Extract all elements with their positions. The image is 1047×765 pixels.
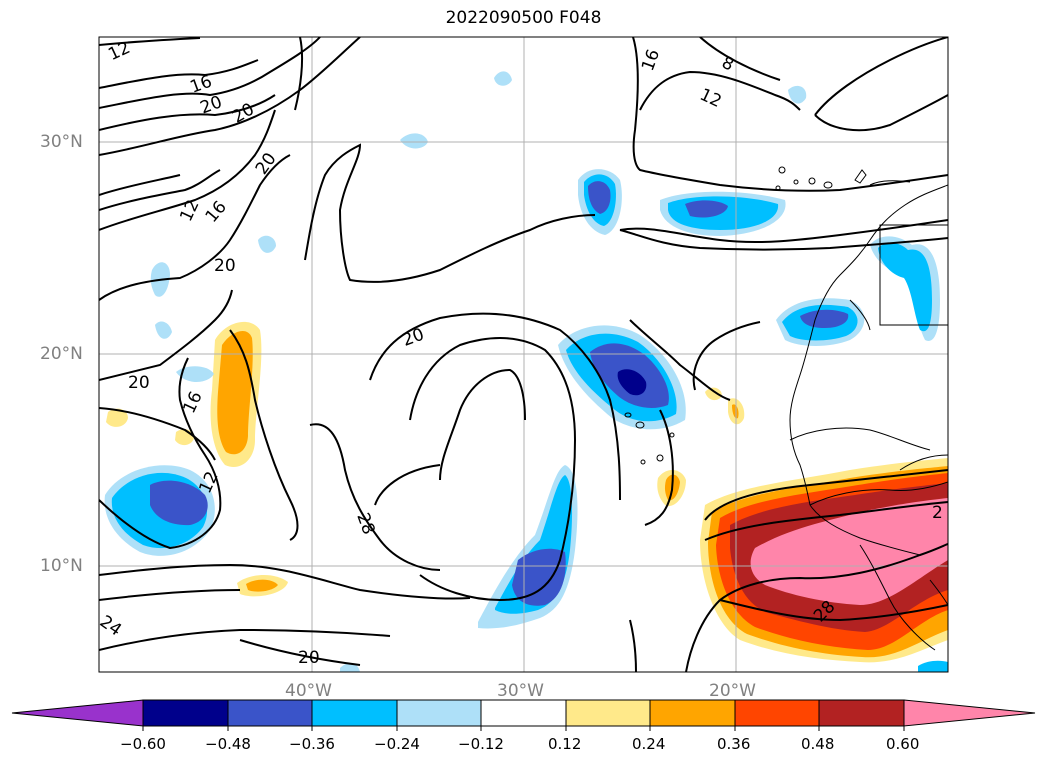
contour-label: 12 bbox=[176, 197, 203, 225]
negative-anomaly-regions bbox=[104, 71, 948, 672]
coastlines bbox=[789, 180, 948, 651]
contour-label: 12 bbox=[696, 85, 724, 112]
colorbar-tick-label: 0.24 bbox=[632, 735, 666, 753]
colorbar-ticks bbox=[142, 726, 905, 731]
colorbar-tick-label: −0.48 bbox=[205, 735, 251, 753]
contour-label: 20 bbox=[128, 373, 150, 393]
colorbar-tick-label: 0.12 bbox=[548, 735, 582, 753]
contour-label: 16 bbox=[202, 197, 231, 226]
contour-label: 24 bbox=[96, 612, 125, 641]
lon-label-20w: 20°W bbox=[709, 681, 756, 701]
map-title: 2022090500 F048 bbox=[445, 8, 602, 28]
lat-label-20n: 20°N bbox=[40, 344, 83, 364]
colorbar-tick-label: 0.48 bbox=[801, 735, 835, 753]
colorbar-tick-label: 0.36 bbox=[717, 735, 751, 753]
colorbar-tick-label: −0.12 bbox=[458, 735, 504, 753]
lat-label-30n: 30°N bbox=[40, 132, 83, 152]
lon-label-40w: 40°W bbox=[285, 681, 332, 701]
contour-label: 16 bbox=[638, 47, 664, 74]
islands bbox=[624, 166, 867, 465]
contour-label: 2 bbox=[932, 503, 943, 523]
colorbar-tick-label: −0.36 bbox=[289, 735, 335, 753]
contour-label: 20 bbox=[214, 256, 236, 276]
contour-label: 20 bbox=[298, 648, 320, 668]
colorbar-tick-label: −0.60 bbox=[120, 735, 166, 753]
colorbar-tick-label: −0.24 bbox=[374, 735, 420, 753]
colorbar-tick-label: 0.60 bbox=[886, 735, 920, 753]
contour-lines bbox=[99, 37, 948, 672]
contour-label: 20 bbox=[400, 325, 427, 351]
colorbar bbox=[11, 699, 1036, 727]
lat-label-10n: 10°N bbox=[40, 556, 83, 576]
plot-frame bbox=[98, 36, 949, 673]
contour-label: 8 bbox=[718, 53, 736, 76]
positive-anomaly-southeast bbox=[700, 458, 948, 663]
lon-label-30w: 30°W bbox=[497, 681, 544, 701]
colorbar-arrow-high bbox=[903, 699, 1036, 727]
contour-label: 20 bbox=[229, 99, 258, 127]
colorbar-arrow-low bbox=[11, 699, 144, 727]
